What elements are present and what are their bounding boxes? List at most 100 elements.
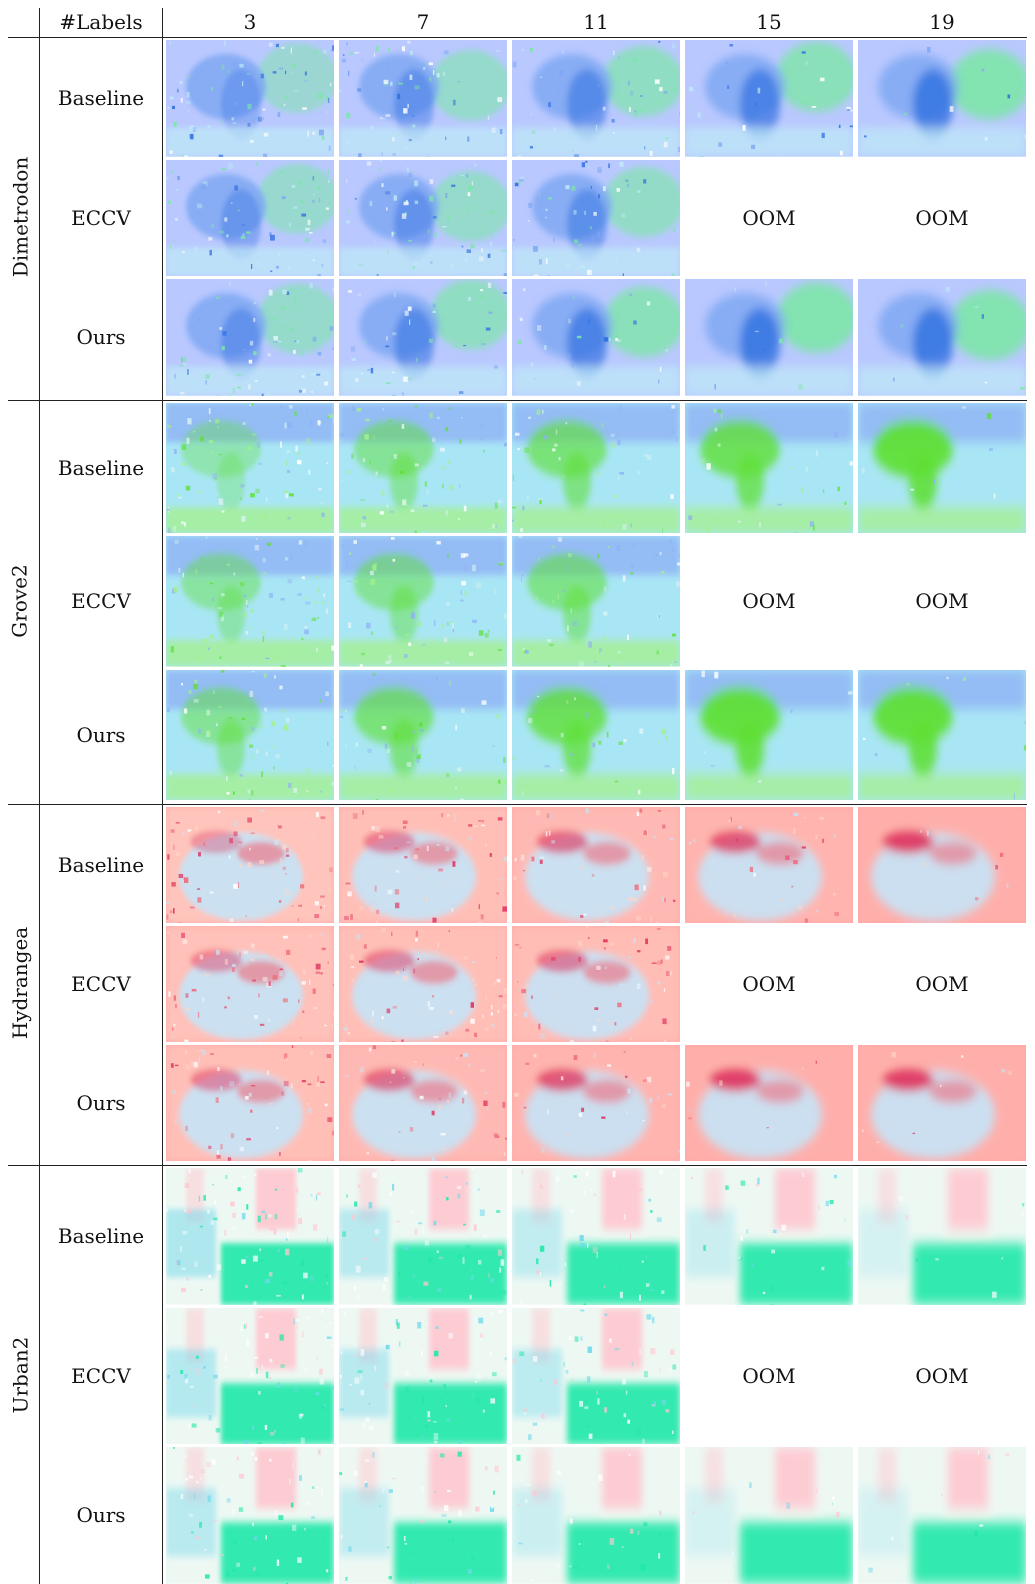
oom-text: OOM [915, 1363, 969, 1388]
result-image [858, 40, 1026, 157]
oom-text: OOM [742, 205, 796, 230]
result-image [685, 1447, 853, 1584]
flow-field-image [339, 926, 507, 1042]
result-image [685, 40, 853, 157]
flow-field-image [685, 807, 853, 923]
flow-field-image [512, 159, 680, 277]
method-label: ECCV [71, 589, 131, 614]
result-image [858, 1045, 1026, 1161]
flow-field-image [166, 536, 334, 667]
flow-field-image [339, 1168, 507, 1305]
rule-horizontal [8, 804, 1027, 805]
flow-field-image [858, 1045, 1026, 1161]
flow-field-image [339, 807, 507, 923]
result-image [512, 40, 680, 157]
dataset-label: Grove2 [0, 401, 40, 800]
result-image [512, 159, 680, 277]
flow-field-image [858, 669, 1026, 800]
flow-field-image [166, 669, 334, 800]
result-image [166, 1447, 334, 1584]
result-image [166, 807, 334, 923]
flow-field-image [166, 40, 334, 157]
flow-field-image [512, 279, 680, 396]
method-label: ECCV [71, 205, 131, 230]
flow-field-image [858, 40, 1026, 157]
result-image [166, 1045, 334, 1161]
result-image [512, 279, 680, 396]
flow-field-image [339, 669, 507, 800]
flow-field-image [512, 1168, 680, 1305]
flow-field-image [166, 926, 334, 1042]
result-image [339, 807, 507, 923]
flow-field-image [512, 536, 680, 667]
result-image [858, 669, 1026, 800]
method-label: ECCV [71, 1363, 131, 1388]
flow-field-image [166, 403, 334, 534]
rule-horizontal [8, 1165, 1027, 1166]
rule-vertical-right [162, 8, 163, 1584]
flow-field-image [685, 669, 853, 800]
result-image [512, 807, 680, 923]
result-image [166, 279, 334, 396]
result-image [339, 1447, 507, 1584]
method-label: Baseline [57, 86, 145, 110]
flow-field-image [858, 1168, 1026, 1305]
method-label: ECCV [71, 972, 131, 996]
result-image [685, 1168, 853, 1305]
rule-vertical-left [39, 8, 40, 1584]
result-image [685, 1045, 853, 1161]
result-image [858, 403, 1026, 534]
result-image [858, 807, 1026, 923]
method-label: Ours [76, 1503, 126, 1528]
oom-text: OOM [742, 1363, 796, 1388]
result-image [858, 1447, 1026, 1584]
oom-text: OOM [742, 972, 796, 996]
method-label: Baseline [57, 1224, 145, 1248]
result-image [512, 403, 680, 534]
flow-field-image [858, 403, 1026, 534]
flow-field-image [512, 403, 680, 534]
method-label: Ours [76, 1091, 126, 1115]
result-image [339, 40, 507, 157]
flow-field-image [339, 1307, 507, 1445]
result-image [685, 669, 853, 800]
result-image [512, 1168, 680, 1305]
result-image [512, 1307, 680, 1445]
result-image [512, 1447, 680, 1584]
result-image [339, 1168, 507, 1305]
result-image [512, 926, 680, 1042]
method-label: Ours [76, 722, 126, 747]
result-image [339, 669, 507, 800]
result-image [512, 669, 680, 800]
flow-field-image [512, 1307, 680, 1445]
oom-cell: OOM [685, 159, 853, 277]
flow-field-image [166, 807, 334, 923]
flow-field-image [858, 807, 1026, 923]
result-image [166, 40, 334, 157]
oom-cell: OOM [858, 926, 1026, 1042]
flow-field-image [166, 159, 334, 277]
flow-field-image [512, 669, 680, 800]
column-header: 15 [756, 10, 782, 34]
result-image [512, 1045, 680, 1161]
column-header: 11 [583, 10, 609, 34]
flow-field-image [166, 1045, 334, 1161]
result-image [339, 536, 507, 667]
oom-cell: OOM [685, 926, 853, 1042]
column-header: 7 [416, 10, 430, 34]
method-label: Ours [76, 325, 126, 350]
flow-field-image [512, 1447, 680, 1584]
result-image [166, 669, 334, 800]
dataset-name: Dimetrodon [8, 156, 33, 278]
rule-horizontal [8, 400, 1027, 401]
result-image [339, 279, 507, 396]
flow-field-image [339, 279, 507, 396]
result-image [166, 1307, 334, 1445]
flow-field-image [858, 279, 1026, 396]
result-image [166, 1168, 334, 1305]
flow-field-image [512, 926, 680, 1042]
result-image [685, 403, 853, 534]
flow-field-image [339, 1447, 507, 1584]
oom-cell: OOM [685, 1307, 853, 1445]
